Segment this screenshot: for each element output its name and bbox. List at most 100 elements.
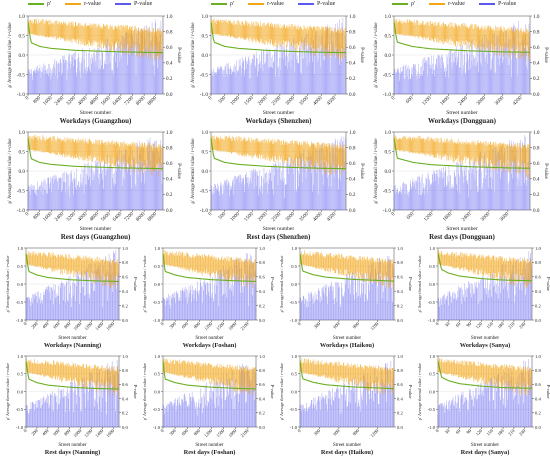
x-tick-label: 1800 bbox=[439, 95, 451, 107]
x-tick-label: 2400 bbox=[54, 95, 66, 107]
y-right-tick-label: 0.2 bbox=[349, 192, 356, 198]
legend3-swatch-r bbox=[429, 3, 445, 5]
y-axis-left: 1.00.50.0-0.5-1.0 bbox=[383, 14, 394, 98]
y-right-tick-label: 0.0 bbox=[533, 92, 540, 98]
x-tick-label: 180 bbox=[496, 321, 505, 330]
y-axis-label: ρ' Average thermal value / r-value bbox=[5, 255, 10, 312]
x-tick-label: 3600 bbox=[494, 95, 506, 107]
x-tick-label: 2000 bbox=[257, 211, 269, 223]
y-axis-label: ρ' Average thermal value / r-value bbox=[191, 138, 196, 203]
x-tick-label: 300 bbox=[313, 321, 322, 330]
y-tick-label: 0.0 bbox=[19, 169, 26, 175]
y-right-tick-label: 0.8 bbox=[533, 145, 540, 151]
y-right-axis-label: P-value bbox=[546, 277, 550, 291]
y-right-tick-label: 0.8 bbox=[349, 29, 356, 35]
y-right-tick-label: 0.0 bbox=[397, 318, 403, 323]
x-tick-label: 2100 bbox=[240, 321, 251, 332]
x-axis-label: Street number bbox=[80, 226, 112, 232]
y-tick-label: 0.5 bbox=[385, 149, 392, 155]
y-axis-left: 1.00.50.0-0.5-1.0 bbox=[17, 14, 28, 98]
x-tick-label: 4800 bbox=[89, 211, 101, 223]
y-axis-left: 1.00.50.0-0.5-1.0 bbox=[17, 130, 28, 214]
y-tick-label: 0.0 bbox=[19, 53, 26, 59]
legend2-item-p: P-value bbox=[298, 1, 335, 7]
x-tick-label: 600 bbox=[332, 321, 341, 330]
y-right-tick-label: 0.2 bbox=[166, 76, 173, 82]
legend3-label-r: r-value bbox=[448, 1, 465, 7]
y-right-tick-label: 0.8 bbox=[166, 29, 173, 35]
x-tick-label: 0 bbox=[24, 95, 30, 101]
y-right-tick-label: 0.0 bbox=[535, 318, 541, 323]
x-axis-label: Street number bbox=[446, 226, 478, 232]
y-right-tick-label: 0.6 bbox=[166, 161, 173, 167]
y-tick-label: 0.0 bbox=[385, 53, 392, 59]
legend2-label-rho: ρ' bbox=[230, 1, 234, 7]
y-right-tick-label: 0.4 bbox=[166, 177, 173, 183]
y-axis-label: ρ' Average thermal value / r-value bbox=[8, 138, 13, 203]
y-tick-label: 0.5 bbox=[154, 264, 160, 269]
x-tick-label: 900 bbox=[193, 321, 202, 330]
y-tick-label: 1.0 bbox=[429, 246, 435, 251]
panel-title: Workdays (Guangzhou) bbox=[60, 117, 132, 125]
x-tick-label: 150 bbox=[486, 321, 495, 330]
panel-title: Rest days (Dongguan) bbox=[429, 233, 495, 241]
y-right-tick-label: 0.0 bbox=[166, 92, 173, 98]
x-axis-label: Street number bbox=[263, 226, 295, 232]
x-tick-label: 4000 bbox=[77, 95, 89, 107]
legend-2: ρ' r-value P-value bbox=[211, 1, 345, 7]
x-tick-label: 3200 bbox=[65, 95, 77, 107]
y-tick-label: 0.0 bbox=[17, 282, 23, 287]
y-axis-right: 1.00.80.60.40.20.0 bbox=[119, 246, 128, 323]
x-tick-label: 4000 bbox=[77, 211, 89, 223]
x-tick-label: 2000 bbox=[257, 95, 269, 107]
legend-3: ρ' r-value P-value bbox=[392, 1, 526, 7]
y-tick-label: -0.5 bbox=[16, 300, 24, 305]
y-right-tick-label: 0.4 bbox=[122, 289, 128, 294]
x-tick-label: 1400 bbox=[94, 321, 105, 332]
y-axis-left: 1.00.50.0-0.5-1.0 bbox=[428, 246, 438, 323]
y-right-tick-label: 0.2 bbox=[349, 76, 356, 82]
x-axis-label: Street number bbox=[263, 110, 295, 116]
y-right-tick-label: 0.0 bbox=[533, 208, 540, 214]
y-right-tick-label: 0.2 bbox=[259, 303, 265, 308]
x-tick-label: 500 bbox=[217, 211, 227, 221]
x-tick-label: 2400 bbox=[457, 95, 469, 107]
y-right-tick-label: 1.0 bbox=[122, 246, 128, 251]
y-axis-right: 1.00.80.60.40.20.0 bbox=[346, 130, 356, 214]
y-right-tick-label: 0.8 bbox=[122, 260, 128, 265]
x-tick-label: 1200 bbox=[421, 95, 433, 107]
x-tick-label: 0 bbox=[390, 95, 396, 101]
x-tick-label: 600 bbox=[52, 321, 61, 330]
legend-item-rho: ρ' bbox=[28, 1, 51, 7]
y-tick-label: 1.0 bbox=[19, 14, 26, 20]
y-axis-left: 1.00.50.0-0.5-1.0 bbox=[16, 246, 26, 323]
x-tick-label: 1000 bbox=[72, 321, 83, 332]
y-right-tick-label: 0.6 bbox=[535, 275, 541, 280]
y-axis-label: ρ' Average thermal value / r-value bbox=[191, 22, 196, 87]
x-tick-label: 600 bbox=[406, 211, 416, 221]
x-tick-label: 1000 bbox=[229, 211, 241, 223]
x-tick-label: 1500 bbox=[243, 211, 255, 223]
y-right-tick-label: 0.8 bbox=[166, 145, 173, 151]
y-right-tick-label: 0.6 bbox=[397, 275, 403, 280]
y-right-tick-label: 0.2 bbox=[397, 303, 403, 308]
legend2-swatch-p bbox=[298, 3, 314, 5]
y-tick-label: 0.5 bbox=[202, 33, 209, 39]
x-tick-label: 300 bbox=[168, 321, 177, 330]
y-tick-label: 1.0 bbox=[291, 246, 297, 251]
x-tick-label: 3500 bbox=[298, 95, 310, 107]
x-tick-label: 5600 bbox=[100, 95, 112, 107]
